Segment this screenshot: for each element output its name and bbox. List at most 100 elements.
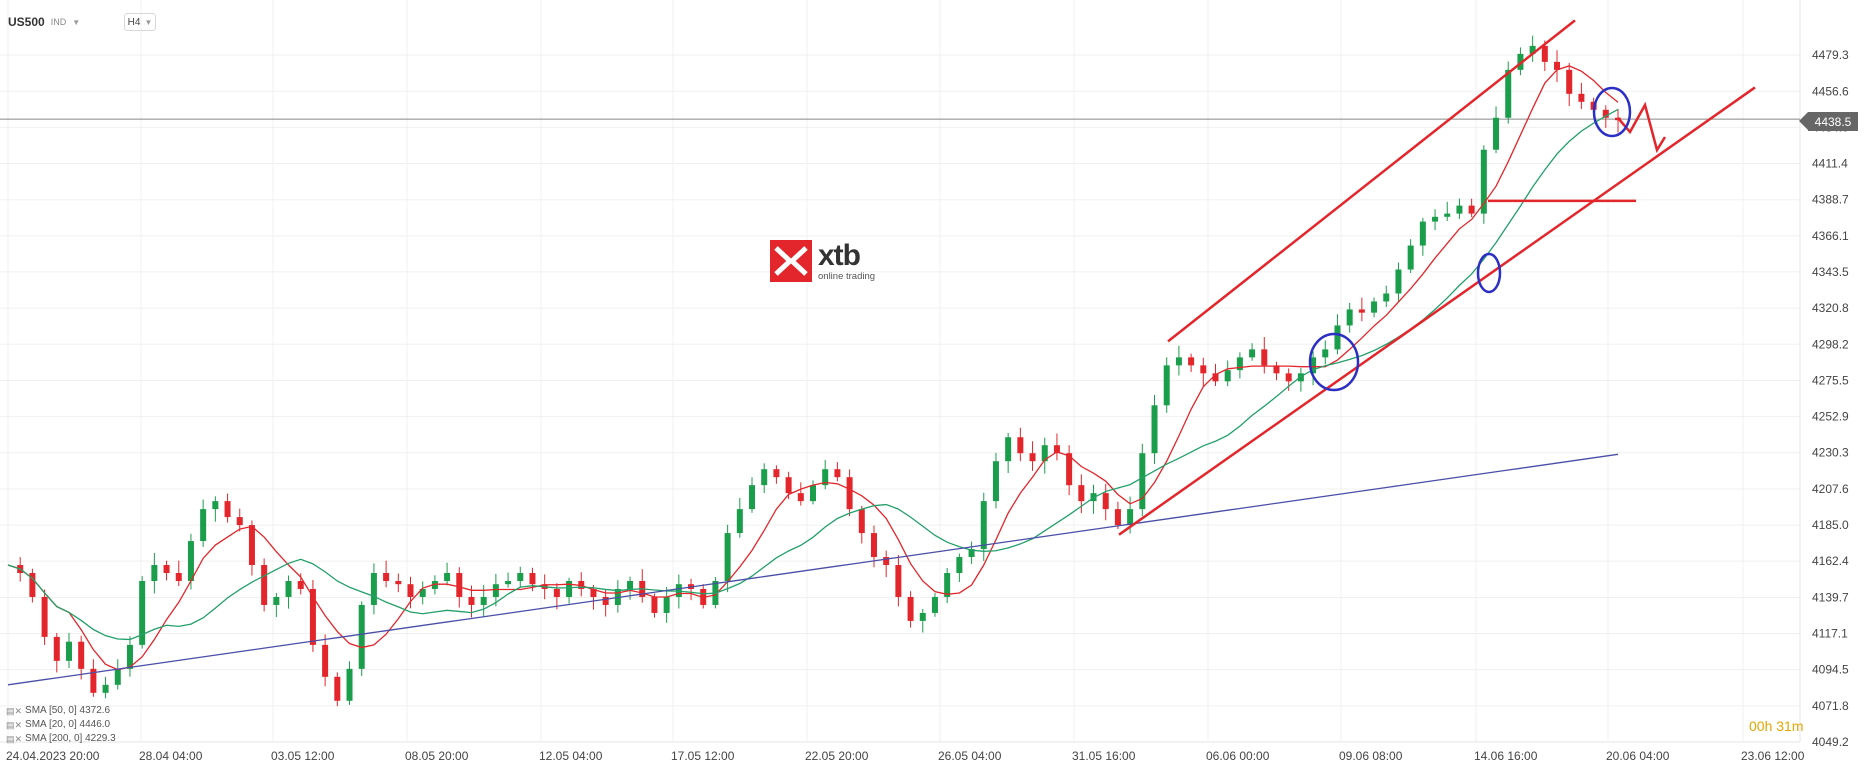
candle-body xyxy=(1432,216,1439,222)
candle-body xyxy=(1541,45,1548,62)
settings-icon[interactable]: ▤✕ xyxy=(6,734,23,744)
candle-body xyxy=(78,641,85,669)
time-tick-label: 14.06 16:00 xyxy=(1474,749,1538,763)
timeframe-select[interactable]: H4 ▼ xyxy=(124,13,156,31)
price-tick-label: 4049.2 xyxy=(1812,735,1849,749)
candle-body xyxy=(224,501,231,518)
candle-body xyxy=(956,557,963,574)
candle-body xyxy=(724,533,731,581)
price-tick-label: 4185.0 xyxy=(1812,518,1849,532)
candle-body xyxy=(858,509,865,534)
candle-body xyxy=(1066,453,1073,486)
candle-body xyxy=(322,644,329,677)
candle-body xyxy=(383,573,390,581)
price-tick-label: 4230.3 xyxy=(1812,446,1849,460)
settings-icon[interactable]: ▤✕ xyxy=(6,720,23,730)
legend-sma20[interactable]: ▤✕ SMA [20, 0] 4446.0 xyxy=(6,718,116,732)
price-tick-label: 4320.8 xyxy=(1812,301,1849,315)
candle-body xyxy=(1236,357,1243,371)
candle-body xyxy=(870,533,877,558)
candle-body xyxy=(407,584,414,597)
candle-body xyxy=(566,580,573,597)
price-tick-label: 4343.5 xyxy=(1812,265,1849,279)
candle-body xyxy=(200,509,207,542)
legend-sma200[interactable]: ▤✕ SMA [200, 0] 4229.3 xyxy=(6,732,116,746)
candle-body xyxy=(1102,493,1109,510)
candle-body xyxy=(944,573,951,597)
symbol-label[interactable]: US500 xyxy=(8,15,45,29)
legend-sma200-label: SMA [200, 0] 4229.3 xyxy=(25,733,116,744)
candle-body xyxy=(334,676,341,701)
price-tick-label: 4366.1 xyxy=(1812,229,1849,243)
candle-body xyxy=(895,565,902,597)
candle-body xyxy=(1261,349,1268,366)
candle-body xyxy=(285,580,292,597)
legend-sma50[interactable]: ▤✕ SMA [50, 0] 4372.6 xyxy=(6,704,116,718)
highlight-circle xyxy=(1476,252,1502,294)
candle-body xyxy=(1188,357,1195,366)
candle-body xyxy=(1407,245,1414,270)
candle-body xyxy=(773,469,780,478)
settings-icon[interactable]: ▤✕ xyxy=(6,706,23,716)
candle-body xyxy=(1005,437,1012,462)
candle-body xyxy=(1139,453,1146,510)
candle-body xyxy=(1602,109,1609,118)
candle-body xyxy=(810,485,816,502)
time-tick-label: 24.04.2023 20:00 xyxy=(6,749,100,763)
sma50-line xyxy=(7,108,1619,641)
logo-name: xtb xyxy=(818,238,861,272)
candle-body xyxy=(309,588,316,645)
candle-body xyxy=(1493,117,1500,150)
candle-body xyxy=(90,668,97,693)
time-tick-label: 26.05 04:00 xyxy=(938,749,1002,763)
candle-body xyxy=(1468,205,1475,214)
time-tick-label: 08.05 20:00 xyxy=(405,749,469,763)
price-tick-label: 4162.4 xyxy=(1812,554,1849,568)
chevron-down-icon[interactable]: ▼ xyxy=(72,17,81,27)
candle-body xyxy=(1566,69,1573,94)
time-tick-label: 09.06 08:00 xyxy=(1339,749,1403,763)
candle-body xyxy=(102,684,109,693)
price-tick-label: 4298.2 xyxy=(1812,337,1849,351)
candle-body xyxy=(1358,309,1365,313)
lower-channel-line xyxy=(1118,86,1756,536)
candle-body xyxy=(797,493,804,502)
candle-body xyxy=(749,485,756,510)
candle-body xyxy=(187,541,194,581)
candle-body xyxy=(1285,373,1292,382)
timeframe-label: H4 xyxy=(127,16,141,28)
candle-body xyxy=(1029,453,1036,462)
candle-body xyxy=(1127,509,1134,526)
candle-body xyxy=(1505,69,1512,118)
candle-body xyxy=(1224,370,1231,382)
candle-body xyxy=(346,668,353,701)
candle-body xyxy=(1346,309,1353,326)
price-tick-label: 4456.6 xyxy=(1812,84,1849,98)
price-tick-label: 4411.4 xyxy=(1812,156,1848,170)
time-tick-label: 03.05 12:00 xyxy=(271,749,335,763)
candle-body xyxy=(1456,205,1463,214)
candle-body xyxy=(53,636,60,661)
candle-body xyxy=(1273,365,1280,374)
candle-body xyxy=(736,509,743,534)
candle-body xyxy=(297,580,304,589)
candle-body xyxy=(151,565,158,581)
candle-body xyxy=(663,596,670,613)
time-tick-label: 22.05 20:00 xyxy=(805,749,869,763)
candle-body xyxy=(370,573,377,605)
candle-body xyxy=(1371,301,1378,313)
candle-body xyxy=(1175,357,1182,366)
time-tick-label: 31.05 16:00 xyxy=(1072,749,1136,763)
candle-body xyxy=(1017,437,1024,454)
candle-body xyxy=(846,477,853,510)
candle-body xyxy=(419,588,426,597)
time-tick-label: 28.04 04:00 xyxy=(139,749,203,763)
candle-body xyxy=(163,565,170,574)
candle-body xyxy=(1163,365,1170,406)
candle-body xyxy=(175,573,182,581)
candle-body xyxy=(1151,405,1158,454)
candle-body xyxy=(468,596,475,605)
candle-body xyxy=(1578,93,1585,102)
candle-body xyxy=(114,668,121,685)
